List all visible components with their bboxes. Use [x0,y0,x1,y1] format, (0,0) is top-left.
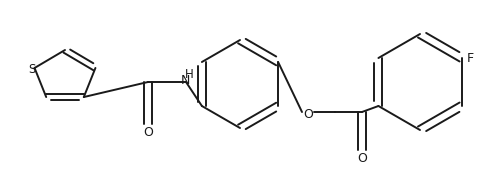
Text: O: O [143,126,153,139]
Text: H: H [185,68,194,80]
Text: O: O [303,108,313,120]
Text: S: S [28,64,35,76]
Text: N: N [180,74,190,88]
Text: F: F [466,52,474,64]
Text: O: O [357,151,367,165]
